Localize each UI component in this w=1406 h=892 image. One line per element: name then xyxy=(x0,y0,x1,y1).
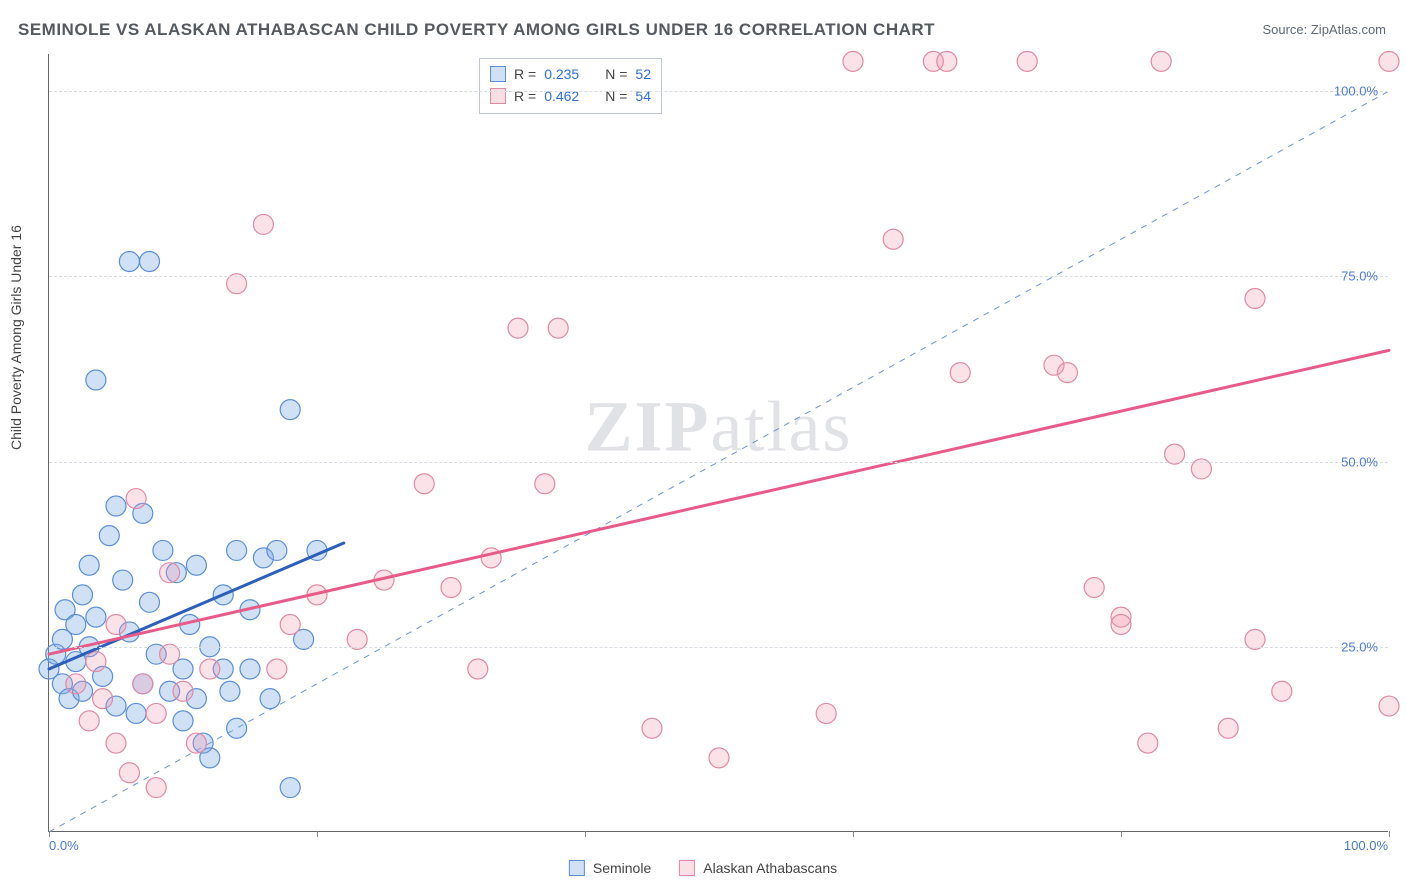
data-point xyxy=(146,703,166,723)
data-point xyxy=(86,652,106,672)
legend-label-athabascan: Alaskan Athabascans xyxy=(703,860,837,876)
data-point xyxy=(1245,289,1265,309)
data-point xyxy=(535,474,555,494)
data-point xyxy=(937,51,957,71)
data-point xyxy=(843,51,863,71)
data-point xyxy=(99,526,119,546)
y-tick-label: 50.0% xyxy=(1341,454,1378,469)
data-point xyxy=(66,674,86,694)
legend-item-athabascan: Alaskan Athabascans xyxy=(679,860,837,876)
x-tick-label: 0.0% xyxy=(49,838,79,853)
data-point xyxy=(642,718,662,738)
data-point xyxy=(86,607,106,627)
data-point xyxy=(227,718,247,738)
legend-stats-box: R = 0.235 N = 52 R = 0.462 N = 54 xyxy=(479,58,662,114)
data-point xyxy=(1111,615,1131,635)
stat-n-seminole: 52 xyxy=(635,66,651,82)
chart-title: SEMINOLE VS ALASKAN ATHABASCAN CHILD POV… xyxy=(18,20,935,40)
data-point xyxy=(816,703,836,723)
data-point xyxy=(253,214,273,234)
data-point xyxy=(1084,577,1104,597)
data-point xyxy=(883,229,903,249)
data-point xyxy=(140,592,160,612)
data-point xyxy=(508,318,528,338)
data-point xyxy=(160,563,180,583)
legend-label-seminole: Seminole xyxy=(593,860,651,876)
y-tick-label: 25.0% xyxy=(1341,639,1378,654)
data-point xyxy=(186,555,206,575)
plot-area: ZIPatlas R = 0.235 N = 52 R = 0.462 N = … xyxy=(48,54,1388,832)
data-point xyxy=(126,489,146,509)
swatch-athabascan-icon xyxy=(679,860,695,876)
data-point xyxy=(950,363,970,383)
data-point xyxy=(86,370,106,390)
chart-svg xyxy=(49,54,1389,832)
data-point xyxy=(113,570,133,590)
data-point xyxy=(140,251,160,271)
data-point xyxy=(173,711,193,731)
data-point xyxy=(1272,681,1292,701)
trend-line xyxy=(49,350,1389,654)
data-point xyxy=(73,585,93,605)
data-point xyxy=(709,748,729,768)
data-point xyxy=(126,703,146,723)
data-point xyxy=(468,659,488,679)
stat-r-seminole: 0.235 xyxy=(544,66,579,82)
data-point xyxy=(79,711,99,731)
data-point xyxy=(240,659,260,679)
data-point xyxy=(441,577,461,597)
data-point xyxy=(186,733,206,753)
data-point xyxy=(414,474,434,494)
bottom-legend: Seminole Alaskan Athabascans xyxy=(569,860,837,876)
y-tick-label: 100.0% xyxy=(1334,84,1378,99)
legend-item-seminole: Seminole xyxy=(569,860,651,876)
data-point xyxy=(146,778,166,798)
data-point xyxy=(267,540,287,560)
legend-stats-row-seminole: R = 0.235 N = 52 xyxy=(490,63,651,85)
data-point xyxy=(548,318,568,338)
stat-n-label: N = xyxy=(605,66,627,82)
data-point xyxy=(280,615,300,635)
data-point xyxy=(153,540,173,560)
x-tick-label: 100.0% xyxy=(1344,838,1388,853)
data-point xyxy=(227,540,247,560)
data-point xyxy=(220,681,240,701)
data-point xyxy=(1151,51,1171,71)
data-point xyxy=(106,496,126,516)
y-axis-label: Child Poverty Among Girls Under 16 xyxy=(8,225,24,450)
data-point xyxy=(106,733,126,753)
data-point xyxy=(260,689,280,709)
source-label: Source: ZipAtlas.com xyxy=(1262,22,1386,37)
data-point xyxy=(1379,696,1399,716)
data-point xyxy=(280,400,300,420)
data-point xyxy=(1057,363,1077,383)
data-point xyxy=(93,689,113,709)
data-point xyxy=(1218,718,1238,738)
data-point xyxy=(1379,51,1399,71)
data-point xyxy=(200,659,220,679)
legend-stats-row-athabascan: R = 0.462 N = 54 xyxy=(490,85,651,107)
data-point xyxy=(79,555,99,575)
stat-r-label: R = xyxy=(514,66,536,82)
data-point xyxy=(280,778,300,798)
data-point xyxy=(119,251,139,271)
data-point xyxy=(1138,733,1158,753)
data-point xyxy=(267,659,287,679)
data-point xyxy=(133,674,153,694)
data-point xyxy=(106,615,126,635)
swatch-seminole-icon xyxy=(490,66,506,82)
data-point xyxy=(173,681,193,701)
data-point xyxy=(1017,51,1037,71)
swatch-seminole-icon xyxy=(569,860,585,876)
data-point xyxy=(119,763,139,783)
y-tick-label: 75.0% xyxy=(1341,269,1378,284)
data-point xyxy=(66,615,86,635)
